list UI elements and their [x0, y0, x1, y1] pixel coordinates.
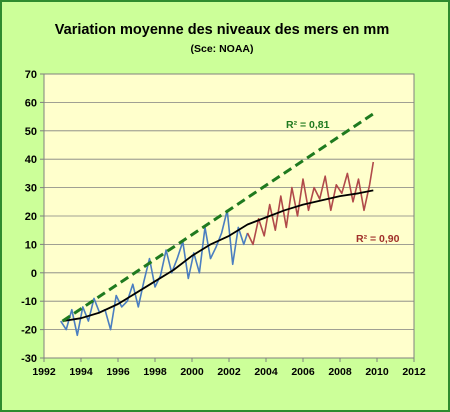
- linear-trend-line: [61, 112, 375, 323]
- y-tick-label: -20: [21, 325, 37, 337]
- chart-subtitle: (Sce: NOAA): [190, 43, 253, 55]
- observed-series-line: [60, 209, 249, 337]
- x-tick-label: 2000: [180, 366, 204, 378]
- x-tick-label: 2002: [217, 366, 241, 378]
- r-squared-linear-label: R² = 0,81: [286, 119, 330, 131]
- y-tick-label: -30: [21, 353, 37, 365]
- y-tick-label: 30: [25, 183, 37, 195]
- chart-title: Variation moyenne des niveaux des mers e…: [55, 22, 389, 38]
- y-tick-label: 60: [25, 97, 37, 109]
- y-tick-label: 70: [25, 69, 37, 81]
- x-tick-label: 2008: [328, 366, 352, 378]
- y-tick-label: -10: [21, 296, 37, 308]
- y-tick-label: 0: [31, 268, 37, 280]
- y-tick-label: 50: [25, 126, 37, 138]
- polynomial-trend-line: [62, 189, 374, 322]
- r-squared-poly-label: R² = 0,90: [356, 233, 400, 245]
- x-tick-label: 1992: [32, 366, 56, 378]
- x-tick-label: 1998: [143, 366, 167, 378]
- x-axis: 1992 1994 1996 1998 2000 2002 2004 2006 2008 2010…: [32, 358, 426, 378]
- x-tick-label: 2010: [365, 366, 389, 378]
- x-tick-label: 2004: [254, 366, 278, 378]
- series-layer: [60, 112, 375, 337]
- x-tick-label: 2006: [291, 366, 315, 378]
- y-tick-label: 10: [25, 239, 37, 251]
- x-tick-label: 2012: [402, 366, 426, 378]
- y-axis: -30 -20 -10 0 10 20 30 40 50 60 70: [21, 69, 44, 365]
- y-tick-label: 40: [25, 154, 37, 166]
- observed-series-line: [246, 161, 375, 246]
- y-tick-label: 20: [25, 211, 37, 223]
- gridlines: [44, 102, 414, 331]
- x-tick-label: 1994: [69, 366, 93, 378]
- x-tick-label: 1996: [106, 366, 130, 378]
